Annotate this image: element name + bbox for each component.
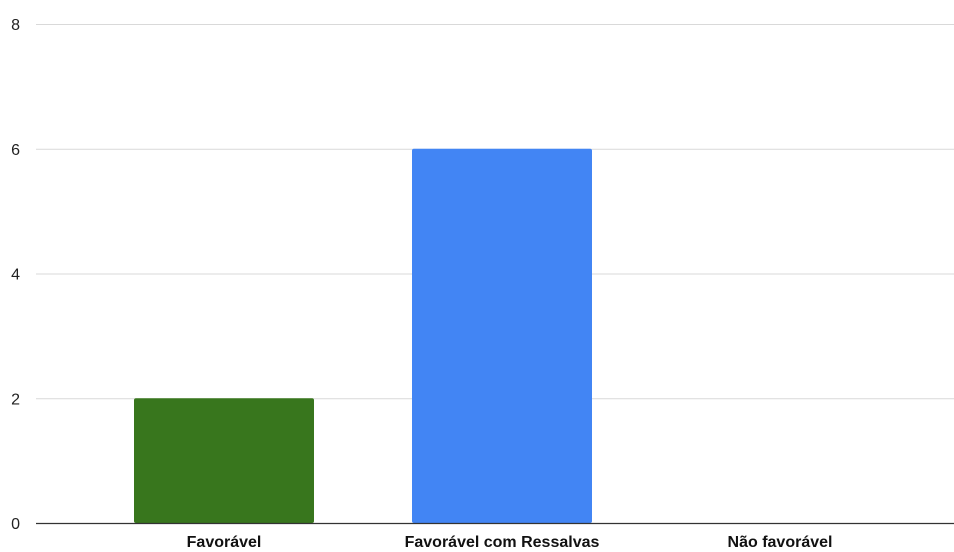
bar [412,148,592,523]
bar [134,398,314,523]
y-tick-label: 6 [11,142,20,159]
bars [134,148,592,523]
y-tick-label: 8 [11,17,20,34]
x-tick-label: Não favorável [728,534,833,551]
x-tick-labels: Favorável Favorável com Ressalvas Não favo… [187,534,833,551]
y-tick-label: 0 [11,516,20,533]
y-tick-label: 4 [11,267,20,284]
x-tick-label: Favorável [187,534,262,551]
y-tick-label: 2 [11,391,20,408]
y-tick-labels: 0 2 4 6 8 [11,17,20,533]
x-tick-label: Favorável com Ressalvas [405,534,600,551]
